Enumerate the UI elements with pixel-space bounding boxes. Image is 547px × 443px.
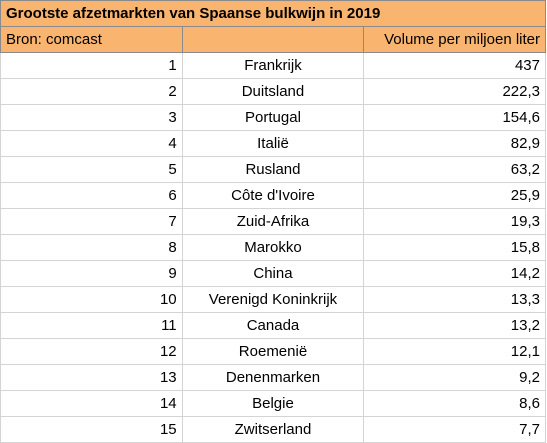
table-row: 9 China 14,2 xyxy=(0,260,546,287)
country-cell[interactable]: Italië xyxy=(181,130,365,157)
table-row: 6 Côte d'Ivoire 25,9 xyxy=(0,182,546,209)
table-row: 11 Canada 13,2 xyxy=(0,312,546,339)
header-row: Bron: comcast Volume per miljoen liter xyxy=(0,26,546,53)
country-cell[interactable]: Côte d'Ivoire xyxy=(181,182,365,209)
table-row: 10 Verenigd Koninkrijk 13,3 xyxy=(0,286,546,313)
rank-cell[interactable]: 4 xyxy=(0,130,183,157)
rank-cell[interactable]: 5 xyxy=(0,156,183,183)
table-row: 7 Zuid-Afrika 19,3 xyxy=(0,208,546,235)
rank-cell[interactable]: 9 xyxy=(0,260,183,287)
country-cell[interactable]: Belgie xyxy=(181,390,365,417)
country-cell[interactable]: Canada xyxy=(181,312,365,339)
rank-cell[interactable]: 7 xyxy=(0,208,183,235)
country-cell[interactable]: Zwitserland xyxy=(181,416,365,443)
rank-cell[interactable]: 14 xyxy=(0,390,183,417)
country-cell[interactable]: Portugal xyxy=(181,104,365,131)
volume-cell[interactable]: 154,6 xyxy=(363,104,546,131)
volume-cell[interactable]: 9,2 xyxy=(363,364,546,391)
volume-cell[interactable]: 13,2 xyxy=(363,312,546,339)
volume-cell[interactable]: 437 xyxy=(363,52,546,79)
table-row: 4 Italië 82,9 xyxy=(0,130,546,157)
rank-cell[interactable]: 13 xyxy=(0,364,183,391)
table-row: 2 Duitsland 222,3 xyxy=(0,78,546,105)
volume-cell[interactable]: 15,8 xyxy=(363,234,546,261)
table-row: 3 Portugal 154,6 xyxy=(0,104,546,131)
country-cell[interactable]: Zuid-Afrika xyxy=(181,208,365,235)
volume-cell[interactable]: 19,3 xyxy=(363,208,546,235)
table-row: 1 Frankrijk 437 xyxy=(0,52,546,79)
rank-cell[interactable]: 2 xyxy=(0,78,183,105)
country-cell[interactable]: Denenmarken xyxy=(181,364,365,391)
country-cell[interactable]: Rusland xyxy=(181,156,365,183)
rank-cell[interactable]: 3 xyxy=(0,104,183,131)
country-cell[interactable]: Marokko xyxy=(181,234,365,261)
table-row: 14 Belgie 8,6 xyxy=(0,390,546,417)
table-row: 15 Zwitserland 7,7 xyxy=(0,416,546,443)
rank-cell[interactable]: 6 xyxy=(0,182,183,209)
volume-cell[interactable]: 25,9 xyxy=(363,182,546,209)
volume-cell[interactable]: 8,6 xyxy=(363,390,546,417)
volume-cell[interactable]: 14,2 xyxy=(363,260,546,287)
volume-cell[interactable]: 222,3 xyxy=(363,78,546,105)
title-row: Grootste afzetmarkten van Spaanse bulkwi… xyxy=(0,0,546,27)
country-cell[interactable]: Roemenië xyxy=(181,338,365,365)
table-row: 5 Rusland 63,2 xyxy=(0,156,546,183)
rank-cell[interactable]: 15 xyxy=(0,416,183,443)
rank-cell[interactable]: 1 xyxy=(0,52,183,79)
rank-cell[interactable]: 12 xyxy=(0,338,183,365)
volume-cell[interactable]: 63,2 xyxy=(363,156,546,183)
volume-cell[interactable]: 13,3 xyxy=(363,286,546,313)
country-cell[interactable]: Verenigd Koninkrijk xyxy=(181,286,365,313)
country-cell[interactable]: China xyxy=(181,260,365,287)
source-cell[interactable]: Bron: comcast xyxy=(0,26,183,53)
rank-cell[interactable]: 10 xyxy=(0,286,183,313)
table-row: 13 Denenmarken 9,2 xyxy=(0,364,546,391)
volume-cell[interactable]: 12,1 xyxy=(363,338,546,365)
volume-cell[interactable]: 82,9 xyxy=(363,130,546,157)
volume-cell[interactable]: 7,7 xyxy=(363,416,546,443)
rank-cell[interactable]: 8 xyxy=(0,234,183,261)
table-row: 8 Marokko 15,8 xyxy=(0,234,546,261)
country-cell[interactable]: Frankrijk xyxy=(181,52,365,79)
header-empty-cell[interactable] xyxy=(181,26,365,53)
table-title[interactable]: Grootste afzetmarkten van Spaanse bulkwi… xyxy=(0,0,546,27)
country-cell[interactable]: Duitsland xyxy=(181,78,365,105)
rank-cell[interactable]: 11 xyxy=(0,312,183,339)
table-row: 12 Roemenië 12,1 xyxy=(0,338,546,365)
volume-column-header[interactable]: Volume per miljoen liter xyxy=(363,26,546,53)
